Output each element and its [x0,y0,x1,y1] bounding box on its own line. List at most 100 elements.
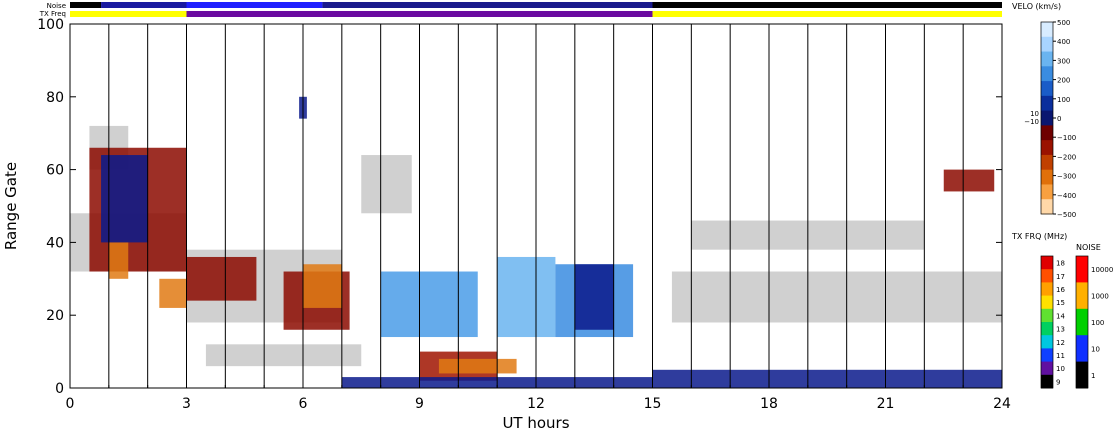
scan-lines [108,24,964,388]
velocity-colorbar-swatch [1041,169,1053,185]
txfreq-colorbar-title: TX FRQ (MHz) [1011,232,1067,241]
velocity-colorbar-swatch [1041,22,1053,38]
noise-colorbar-ticklabel: 1000 [1091,293,1109,301]
txfreq-colorbar-swatch [1041,269,1053,283]
velocity-colorbar-ticklabel: 200 [1057,77,1070,85]
y-tick-label: 60 [46,163,64,179]
velocity-colorbar-ticklabel: 0 [1057,115,1061,123]
noise-colorbar-ticklabel: 1 [1091,372,1095,380]
velocity-colorbar-swatch [1041,184,1053,200]
y-tick-label: 0 [55,381,64,397]
x-tick-label: 18 [760,396,778,412]
noise-bar-segment [322,2,653,8]
noise-colorbar-ticklabel: 10 [1091,345,1100,353]
txfreq-colorbar-swatch [1041,335,1053,349]
y-tick-label: 80 [46,90,64,106]
txfreq-colorbar-ticklabel: 14 [1056,312,1065,320]
noise-colorbar: NOISE 10000 1000 100 10 1 [1075,243,1113,389]
data-region-velocity-orange [438,358,517,374]
x-tick-label: 12 [527,396,545,412]
top-bars: Noise TX Freq [39,2,1002,18]
noise-colorbar-swatch [1076,282,1088,310]
noise-bar-segment [101,2,187,8]
velocity-colorbar-swatch [1041,66,1053,82]
velocity-colorbar-swatch [1041,199,1053,215]
y-axis: 0 20 40 60 80 100 [37,17,1002,397]
data-region-ground-scatter [361,155,412,214]
noise-colorbar-swatch [1076,256,1088,283]
velocity-colorbar-swatch [1041,125,1053,141]
x-tick-label: 24 [993,396,1011,412]
velocity-colorbar-ticks: 500 400 300 200 100 0 −100 −200 −300 −400 −500 10−1… [1024,19,1076,219]
noise-bar [70,2,1002,8]
txfreq-colorbar-swatch [1041,361,1053,376]
txfreq-colorbar-swatch [1041,308,1053,323]
noise-colorbar-swatch [1076,308,1088,336]
velocity-colorbar-ticklabel: −300 [1057,173,1076,181]
x-axis: 0 3 6 9 12 15 18 21 24 [66,382,1011,412]
data-region-velocity-orange [303,264,342,308]
velocity-colorbar-ticklabel: −200 [1057,153,1076,161]
txfreq-colorbar-ticklabel: 17 [1056,273,1065,281]
data-region-velocity-negative [186,256,257,301]
txfreq-bar [70,11,1002,17]
x-axis-label: UT hours [502,414,569,432]
velocity-colorbar-ticklabel: 300 [1057,57,1070,65]
txfreq-colorbar-swatch [1041,374,1053,389]
txfreq-colorbar-ticklabel: 13 [1056,326,1065,334]
txfreq-colorbar-ticklabel: 12 [1056,339,1065,347]
velocity-colorbar-swatches [1040,21,1054,215]
data-region-velocity-negative [943,169,995,192]
noise-colorbar-ticklabel: 100 [1091,319,1104,327]
x-tick-label: 9 [415,396,424,412]
x-tick-label: 6 [299,396,308,412]
noise-colorbar-swatch [1076,335,1088,363]
plot-area: 0 3 6 9 12 15 18 21 24 0 20 40 60 80 100 UT hours Ran… [2,17,1011,432]
velocity-colorbar-swatch [1041,110,1053,126]
txfreq-colorbar-frame [1040,255,1054,389]
txfreq-colorbar-swatch [1041,295,1053,310]
txfreq-colorbar-ticklabel: 15 [1056,299,1065,307]
txfreq-colorbar-ticklabel: 16 [1056,286,1065,294]
x-tick-label: 15 [644,396,662,412]
y-tick-label: 20 [46,308,64,324]
data-region-velocity-orange [108,242,129,279]
velocity-colorbar-ticklabel: 500 [1057,19,1070,27]
y-axis-label: Range Gate [2,162,20,250]
data-region-velocity-positive-light [380,271,478,338]
txfreq-bar-segment [186,11,653,17]
txfreq-colorbar-swatches: 18 17 16 15 14 13 12 11 10 9 [1040,255,1065,389]
noise-bar-label: Noise [47,2,66,10]
velocity-colorbar-sideticklabel: 10 [1030,110,1039,118]
y-tick-label: 100 [37,17,64,33]
velocity-colorbar-ticklabel: −400 [1057,192,1076,200]
velocity-colorbar-swatch [1041,154,1053,171]
velocity-colorbar-swatch [1041,140,1053,156]
txfreq-colorbar: TX FRQ (MHz) 18 17 16 15 14 13 12 11 10 9 [1011,232,1067,389]
txfreq-colorbar-swatch [1041,322,1053,336]
noise-colorbar-swatches: 10000 1000 100 10 1 [1075,255,1113,389]
data-regions [70,96,1002,388]
data-region-velocity-positive-dark [652,369,1002,388]
velocity-colorbar-ticklabel: −100 [1057,134,1076,142]
noise-colorbar-swatch [1076,361,1088,389]
velocity-colorbar-title: VELO (km/s) [1012,2,1061,11]
velocity-colorbar-sideticklabel: −10 [1024,118,1039,126]
noise-bar-segment [70,2,102,8]
x-tick-label: 0 [66,396,75,412]
x-tick-label: 21 [877,396,895,412]
velocity-colorbar-ticklabel: −500 [1057,211,1076,219]
txfreq-colorbar-ticklabel: 10 [1056,365,1065,373]
velocity-colorbar-swatch [1041,36,1053,53]
velocity-colorbar-swatch [1041,95,1053,112]
velocity-colorbar-ticklabel: 400 [1057,38,1070,46]
velocity-colorbar-swatch [1041,81,1053,97]
txfreq-colorbar-ticklabel: 18 [1056,260,1065,268]
data-region-ground-scatter [205,344,362,367]
noise-bar-segment [186,2,323,8]
x-tick-label: 3 [182,396,191,412]
velocity-colorbar-swatch [1041,51,1053,67]
data-region-velocity-positive-dark [101,155,148,243]
txfreq-bar-label: TX Freq [39,10,66,18]
